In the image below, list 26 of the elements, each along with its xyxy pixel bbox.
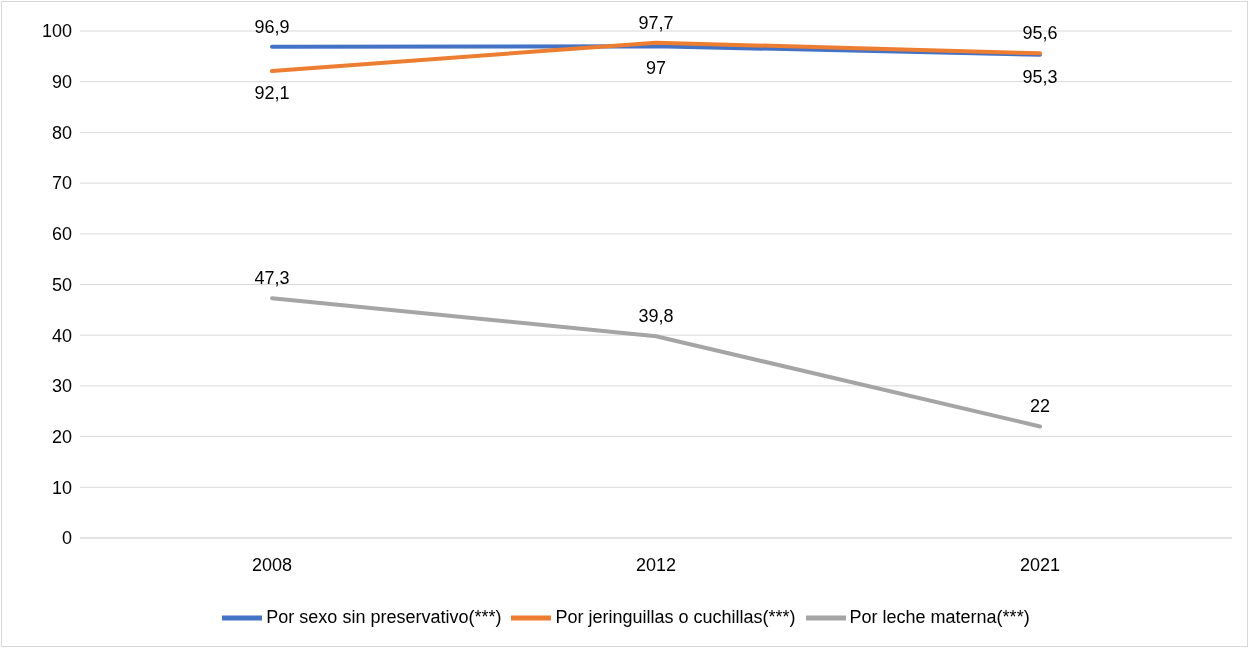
x-tick-label: 2012 <box>635 554 677 575</box>
data-label: 97,7 <box>638 12 674 33</box>
y-tick-label: 20 <box>51 426 72 447</box>
y-tick-label: 40 <box>51 325 72 346</box>
data-label: 95,3 <box>1022 66 1058 87</box>
y-tick-label: 10 <box>51 477 72 498</box>
y-tick-label: 90 <box>51 72 72 93</box>
y-tick-label: 70 <box>51 173 72 194</box>
y-tick-label: 30 <box>51 376 72 397</box>
legend-label: Por jeringuillas o cuchillas(***) <box>555 606 796 627</box>
y-tick-label: 80 <box>51 122 72 143</box>
data-label: 47,3 <box>254 268 290 289</box>
data-label: 22 <box>1029 396 1051 417</box>
data-label: 96,9 <box>254 16 290 37</box>
y-tick-label: 60 <box>51 224 72 245</box>
y-tick-label: 0 <box>61 528 72 549</box>
y-tick-label: 50 <box>51 274 72 295</box>
x-tick-label: 2008 <box>251 554 293 575</box>
legend-label: Por leche materna(***) <box>849 606 1030 627</box>
legend-label: Por sexo sin preservativo(***) <box>266 606 502 627</box>
y-tick-label: 100 <box>41 21 72 42</box>
x-tick-label: 2021 <box>1019 554 1061 575</box>
data-label: 97 <box>645 58 667 79</box>
data-label: 39,8 <box>638 306 674 327</box>
data-label: 92,1 <box>254 83 290 104</box>
data-label: 95,6 <box>1022 23 1058 44</box>
